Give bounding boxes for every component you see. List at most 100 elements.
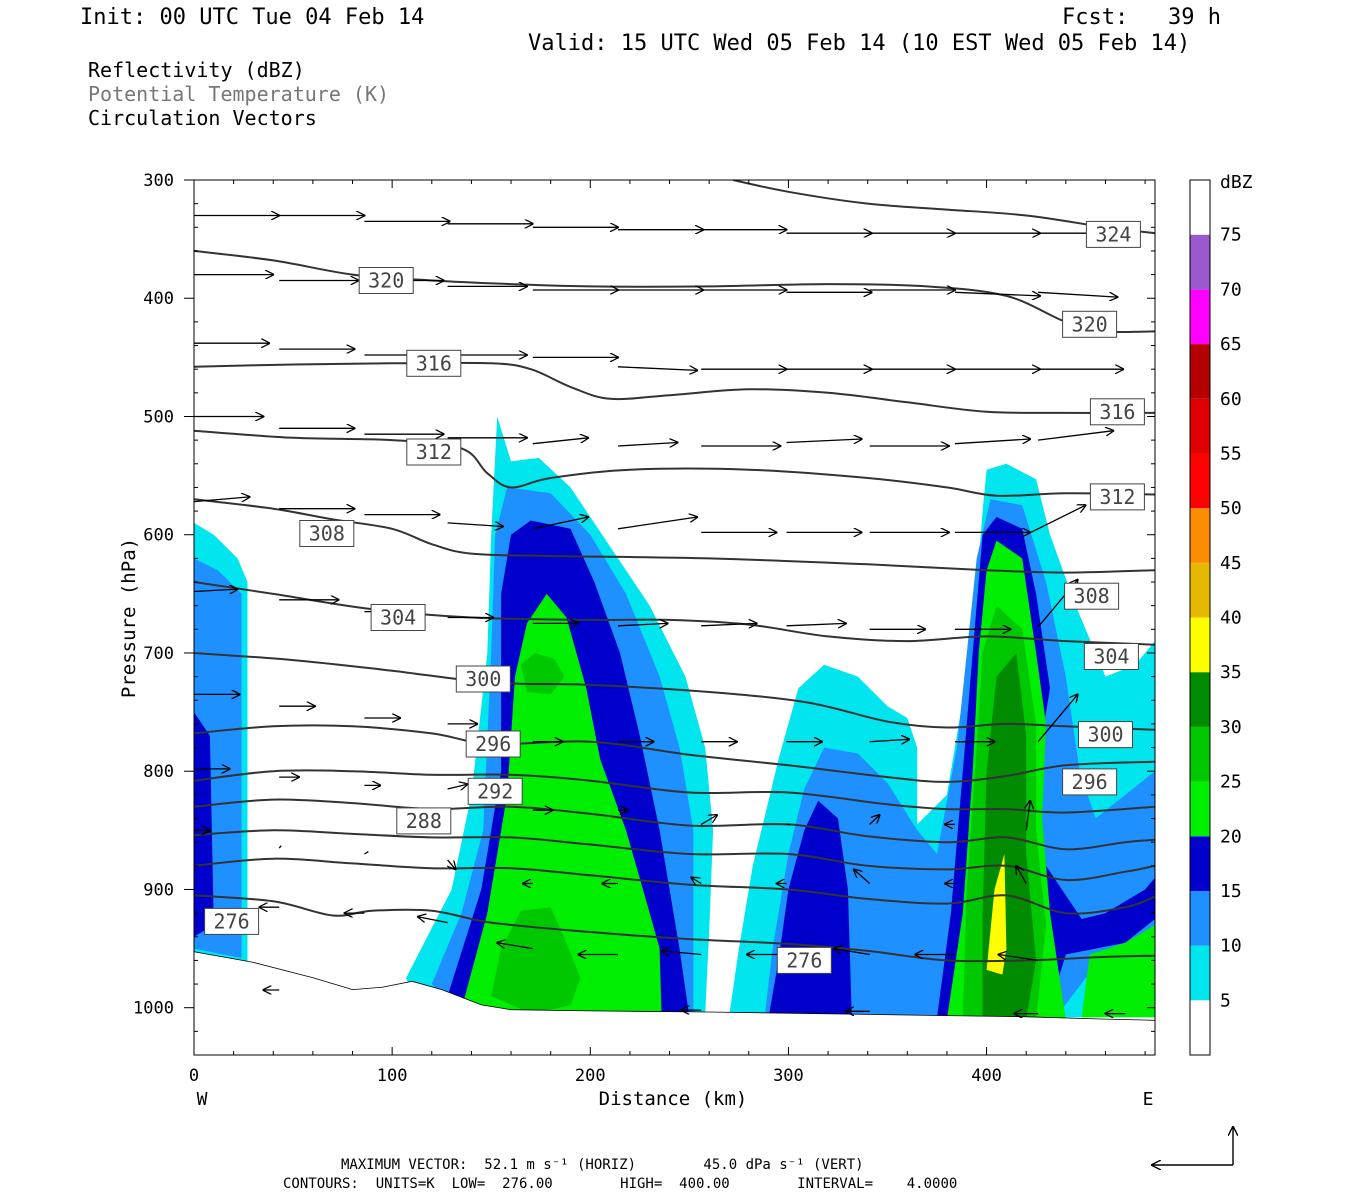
colorbar-tick-50: 50 <box>1220 498 1242 519</box>
y-tick-label-1000: 1000 <box>133 999 174 1019</box>
theta-label-text: 288 <box>406 809 442 833</box>
vector-89 <box>278 845 282 849</box>
vector-37 <box>532 438 589 445</box>
colorbar-tick-45: 45 <box>1220 553 1242 574</box>
theta-label-box <box>1083 643 1139 670</box>
theta-label-304-10: 304 <box>1083 643 1139 670</box>
reference-vector <box>1152 1127 1233 1165</box>
vector-87 <box>1026 801 1030 831</box>
theta-contour-276 <box>194 894 1155 963</box>
theta-label-box <box>1089 398 1145 426</box>
x-tick-label-300: 300 <box>773 1066 804 1086</box>
reflectivity-region-35-17 <box>986 854 1007 975</box>
vector-43 <box>1038 431 1113 441</box>
theta-label-text: 296 <box>475 732 511 756</box>
theta-label-text: 276 <box>786 948 822 972</box>
theta-label-box <box>396 807 452 835</box>
theta-labels: 324 320 320 316 316 312 312 308 308 304 304 300 300 2… <box>204 220 1145 974</box>
colorbar-tick-40: 40 <box>1220 608 1242 629</box>
max-vector-note: MAXIMUM VECTOR: 52.1 m s⁻¹ (HORIZ) 45.0 … <box>341 1157 864 1173</box>
theta-label-box <box>1062 768 1118 796</box>
colorbar-tick-25: 25 <box>1220 772 1242 793</box>
vector-38 <box>617 443 678 447</box>
x-tick-label-400: 400 <box>971 1066 1002 1086</box>
vector-107 <box>834 949 870 956</box>
y-tick-label-500: 500 <box>143 407 174 427</box>
colorbar-cell-4 <box>1190 781 1210 837</box>
vector-90 <box>364 851 369 855</box>
colorbar-tick-60: 60 <box>1220 389 1242 410</box>
colorbar-tick-55: 55 <box>1220 443 1242 464</box>
vector-105 <box>662 951 702 955</box>
colorbar-tick-15: 15 <box>1220 881 1242 902</box>
colorbar-frame <box>1189 179 1211 1056</box>
vector-76 <box>1037 694 1078 743</box>
colorbar-cell-5 <box>1190 726 1210 782</box>
colorbar-cell-2 <box>1190 890 1210 946</box>
colorbar-cell-9 <box>1190 508 1210 563</box>
y-tick-label-700: 700 <box>143 644 174 664</box>
legend-theta: Potential Temperature (K) <box>88 82 390 106</box>
theta-contour-312 <box>194 429 1155 497</box>
vector-20 <box>954 292 1040 296</box>
theta-label-316-4: 316 <box>1089 398 1145 426</box>
theta-contour-308 <box>194 498 1155 574</box>
vector-54 <box>1025 505 1085 536</box>
theta-label-text: 308 <box>309 522 345 546</box>
theta-label-text: 312 <box>416 440 452 464</box>
plot-frame <box>193 179 1156 1056</box>
colorbar-tick-10: 10 <box>1220 936 1242 957</box>
vector-103 <box>497 943 533 950</box>
vector-109 <box>999 955 1039 962</box>
x-tick-label-200: 200 <box>575 1066 606 1086</box>
vector-48 <box>532 517 589 530</box>
theta-label-box <box>776 946 832 974</box>
vector-21 <box>1038 291 1117 297</box>
east-label: E <box>1143 1089 1154 1110</box>
theta-label-box <box>299 520 355 547</box>
vector-91 <box>448 859 456 870</box>
theta-label-296-13: 296 <box>465 730 521 758</box>
y-tick-label-800: 800 <box>143 762 174 782</box>
colorbar-cell-0 <box>1190 1000 1210 1055</box>
vector-40 <box>786 439 862 443</box>
vector-61 <box>701 623 757 625</box>
forecast-hour: Fcst: 39 h <box>1062 5 1221 30</box>
vector-96 <box>854 869 871 884</box>
theta-label-text: 300 <box>1087 723 1123 747</box>
vector-102 <box>418 917 448 924</box>
colorbar: 5 10 15 20 25 30 35 40 45 50 55 60 65 70 75 dBZ <box>1189 172 1253 1056</box>
reflectivity-region-20-6 <box>463 593 662 1018</box>
theta-label-312-5: 312 <box>406 438 462 466</box>
theta-contour-300 <box>194 652 1155 731</box>
y-axis-label: Pressure (hPa) <box>118 538 140 698</box>
theta-label-text: 276 <box>214 909 250 933</box>
theta-label-312-6: 312 <box>1089 483 1145 511</box>
theta-label-text: 304 <box>1093 645 1129 669</box>
legend-reflectivity: Reflectivity (dBZ) <box>88 58 305 82</box>
reflectivity-region-20-14 <box>1081 924 1155 1018</box>
theta-label-box <box>204 907 260 935</box>
theta-contour-316 <box>194 361 1155 414</box>
colorbar-cell-1 <box>1190 945 1210 1001</box>
vector-44 <box>194 497 250 503</box>
colorbar-tick-30: 30 <box>1220 717 1242 738</box>
theta-contours <box>194 180 1155 963</box>
vector-55 <box>194 589 238 591</box>
colorbar-cell-11 <box>1190 398 1210 454</box>
colorbar-cell-15 <box>1190 180 1210 235</box>
theta-label-box <box>1062 310 1118 338</box>
theta-label-text: 300 <box>465 667 501 691</box>
vector-49 <box>617 517 697 530</box>
theta-contour-280 <box>194 857 1155 915</box>
colorbar-cell-12 <box>1190 344 1210 399</box>
theta-label-276-18: 276 <box>776 946 832 974</box>
colorbar-cell-14 <box>1190 234 1210 290</box>
theta-contour-288 <box>194 798 1155 851</box>
theta-label-box <box>358 267 414 294</box>
theta-label-text: 324 <box>1095 222 1131 246</box>
colorbar-tick-35: 35 <box>1220 662 1242 683</box>
vector-94 <box>691 878 702 884</box>
theta-label-304-9: 304 <box>370 604 426 631</box>
